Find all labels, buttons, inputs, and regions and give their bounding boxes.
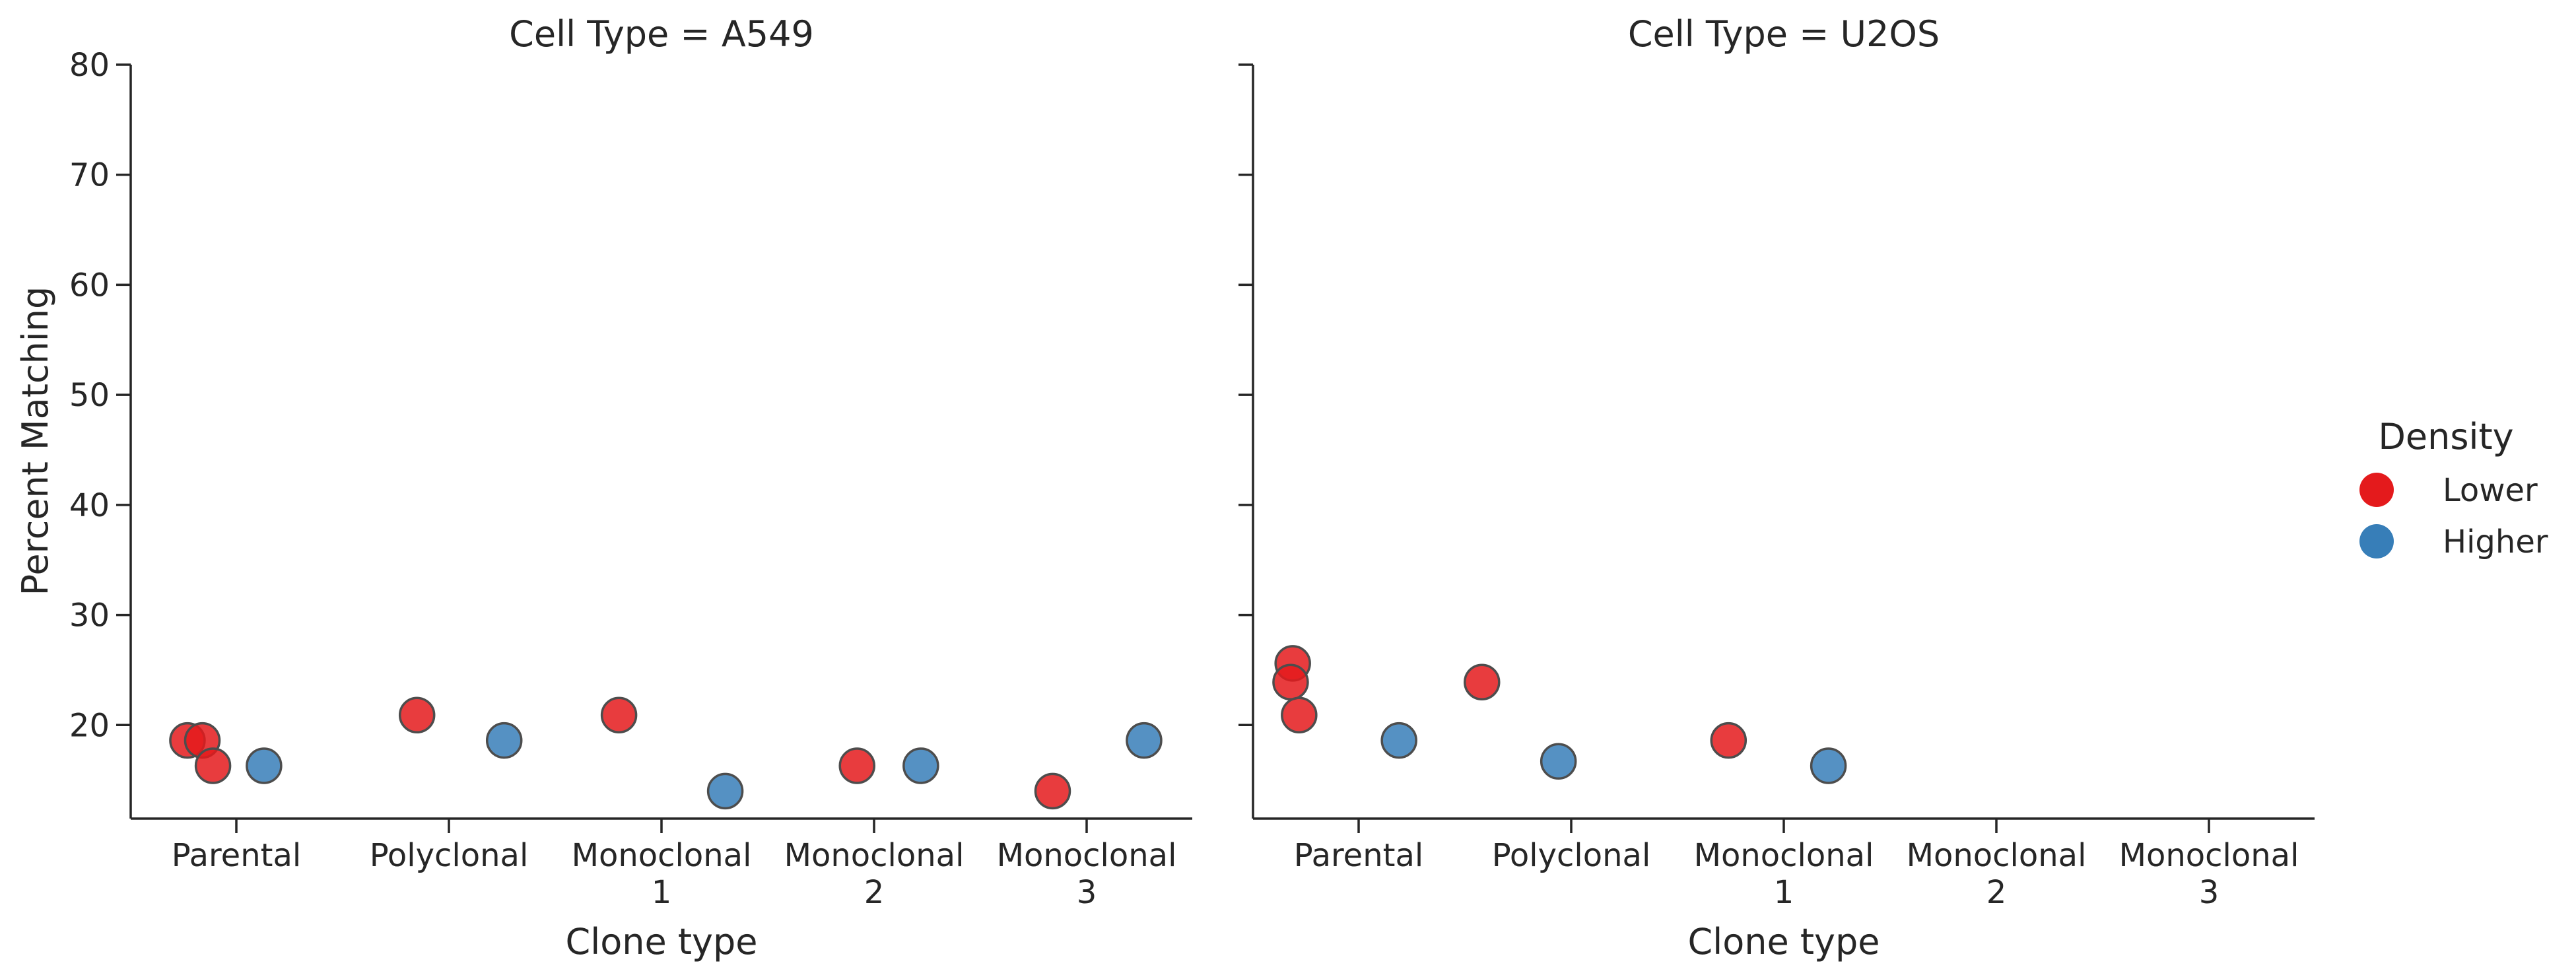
x-tick-label-line: 1 [652,874,672,911]
x-tick-label-line: 2 [864,874,885,911]
data-point-lower [1710,722,1747,759]
x-tick-label-line: 3 [1077,874,1097,911]
x-tick-label: Polyclonal [1492,837,1651,874]
x-tick-label-line: Monoclonal [1907,837,2087,874]
y-axis [1238,63,1254,819]
data-point-higher [902,747,939,784]
x-tick-label: Parental [172,837,301,874]
data-point-lower [398,696,436,734]
x-tick-label: Parental [1294,837,1423,874]
data-point-lower [1464,663,1501,701]
legend-label-lower: Lower [2443,472,2538,509]
data-point-higher [706,772,744,810]
x-tick-label: Monoclonal 3 [997,837,1177,911]
data-point-lower [838,747,875,784]
x-tick-label-line: Monoclonal [784,837,965,874]
data-points [169,696,1163,810]
data-point-lower [1034,772,1071,810]
y-tick-label: 50 [69,377,110,414]
data-point-higher [1810,747,1847,784]
x-axis-label: Clone type [1688,921,1880,962]
panel-a549: Cell Type = A549 20 30 40 50 60 70 80 Parental… [69,13,1192,962]
data-points [1272,645,1847,784]
x-tick-label: Monoclonal 1 [1694,837,1874,911]
panel-title: Cell Type = U2OS [1628,13,1940,55]
panel-u2os: Cell Type = U2OS Parental Polyclonal Monoc… [1238,13,2315,962]
legend-label-higher: Higher [2443,523,2548,560]
x-tick-label: Monoclonal 2 [784,837,965,911]
legend-marker-lower [2359,473,2394,507]
data-point-higher [1126,722,1163,759]
data-point-lower [600,696,638,734]
data-point-higher [246,747,283,784]
panel-title: Cell Type = A549 [509,13,814,55]
legend-marker-higher [2359,524,2394,558]
x-tick-label: Monoclonal 3 [2119,837,2299,911]
x-tick-label-line: Monoclonal [1694,837,1874,874]
x-tick-label: Monoclonal 1 [572,837,752,911]
y-tick-label: 80 [69,47,110,84]
x-tick-label: Monoclonal 2 [1907,837,2087,911]
x-tick-label-line: 1 [1774,874,1794,911]
x-tick-label-line: Parental [172,837,301,874]
data-point-lower [1281,696,1318,734]
data-point-lower [1272,663,1309,701]
x-tick-label-line: 3 [2199,874,2220,911]
y-tick-label: 60 [69,267,110,304]
legend-title: Density [2378,416,2513,457]
data-point-lower [194,747,232,784]
x-tick-label-line: Polyclonal [370,837,529,874]
x-tick-label-line: Monoclonal [2119,837,2299,874]
y-tick-label: 20 [69,707,110,744]
x-tick-label-line: 2 [1986,874,2007,911]
data-point-higher [1540,743,1577,780]
y-tick-label: 30 [69,597,110,634]
y-axis-label: Percent Matching [15,287,56,596]
y-tick-label: 40 [69,487,110,524]
data-point-higher [1380,722,1417,759]
x-tick-label: Polyclonal [370,837,529,874]
x-tick-label-line: Monoclonal [997,837,1177,874]
x-tick-label-line: Monoclonal [572,837,752,874]
y-axis: 20 30 40 50 60 70 80 [69,47,132,819]
legend: Density Lower Higher [2359,416,2548,560]
x-tick-label-line: Parental [1294,837,1423,874]
data-point-higher [485,722,523,759]
x-tick-label-line: Polyclonal [1492,837,1651,874]
y-tick-label: 70 [69,157,110,194]
x-axis-label: Clone type [566,921,758,962]
